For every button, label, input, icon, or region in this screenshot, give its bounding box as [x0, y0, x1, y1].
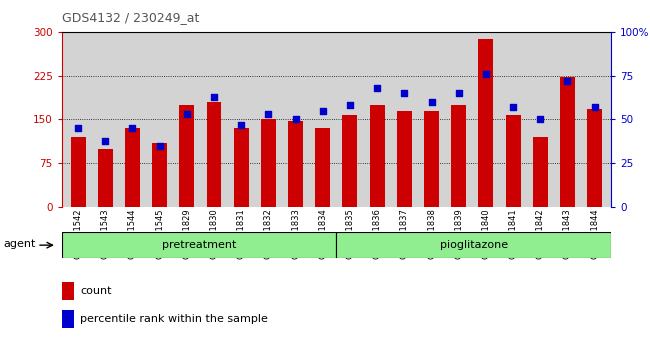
Point: [318, 108, 328, 114]
Point: [562, 78, 573, 84]
Point: [291, 117, 301, 122]
Bar: [234, 128, 249, 207]
Point: [344, 103, 355, 108]
Bar: [207, 102, 222, 207]
Text: count: count: [80, 286, 111, 296]
Bar: [62, 309, 74, 328]
Point: [535, 117, 545, 122]
Point: [236, 122, 246, 127]
Bar: [560, 78, 575, 207]
Point: [209, 94, 219, 99]
Text: GDS4132 / 230249_at: GDS4132 / 230249_at: [62, 11, 199, 24]
Bar: [337, 232, 611, 258]
Bar: [288, 121, 303, 207]
Bar: [370, 105, 385, 207]
Bar: [179, 105, 194, 207]
Point: [155, 143, 165, 149]
Text: percentile rank within the sample: percentile rank within the sample: [80, 314, 268, 324]
Bar: [533, 137, 548, 207]
Point: [100, 138, 110, 143]
Point: [481, 71, 491, 77]
Point: [372, 85, 382, 91]
Bar: [261, 120, 276, 207]
Bar: [62, 282, 74, 301]
Point: [399, 90, 410, 96]
Bar: [587, 109, 602, 207]
Text: pretreatment: pretreatment: [162, 240, 236, 250]
Point: [127, 125, 138, 131]
Bar: [451, 105, 466, 207]
Point: [590, 104, 600, 110]
Bar: [71, 137, 86, 207]
Bar: [506, 115, 521, 207]
Bar: [62, 232, 337, 258]
Bar: [315, 128, 330, 207]
Bar: [125, 128, 140, 207]
Text: pioglitazone: pioglitazone: [439, 240, 508, 250]
Bar: [397, 111, 412, 207]
Point: [426, 99, 437, 105]
Point: [181, 112, 192, 117]
Bar: [343, 115, 358, 207]
Bar: [98, 149, 112, 207]
Point: [508, 104, 518, 110]
Bar: [152, 143, 167, 207]
Bar: [478, 39, 493, 207]
Point: [73, 125, 83, 131]
Point: [454, 90, 464, 96]
Text: agent: agent: [3, 239, 36, 249]
Bar: [424, 111, 439, 207]
Point: [263, 112, 274, 117]
